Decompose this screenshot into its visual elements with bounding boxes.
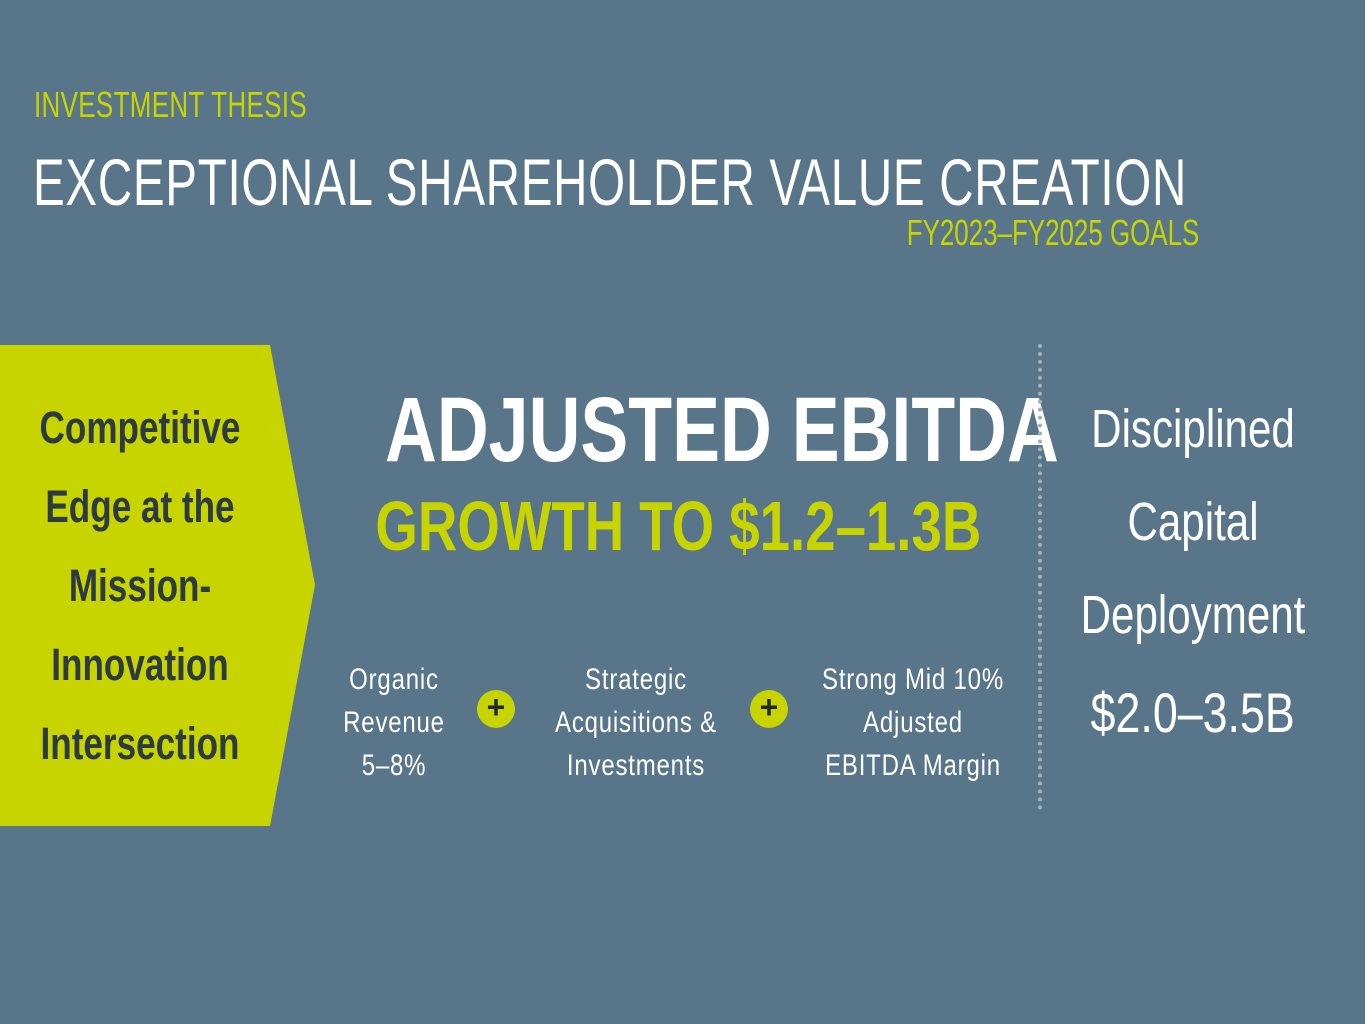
capital-line: Disciplined [1091, 399, 1295, 459]
arrow-line: Mission- [68, 560, 212, 611]
plus-icon: + [477, 690, 515, 728]
component-line: Acquisitions & [555, 706, 717, 739]
eyebrow-label: INVESTMENT THESIS [34, 84, 308, 125]
arrow-polygon [0, 345, 315, 826]
component-line: 5–8% [361, 749, 427, 782]
capital-amount-text: $2.0–3.5B [1090, 681, 1296, 744]
page-title: EXCEPTIONAL SHAREHOLDER VALUE CREATION [33, 145, 1188, 219]
organic-revenue-component: Organic Revenue 5–8% [320, 658, 468, 787]
goals-label: GOALS [1109, 212, 1199, 253]
ebitda-margin-component: Strong Mid 10% Adjusted EBITDA Margin [792, 658, 1034, 787]
component-line: Revenue [343, 706, 445, 739]
goals-period: FY2023–FY2025 [906, 212, 1103, 253]
component-line: Organic [349, 663, 439, 696]
capital-line: Capital [1127, 492, 1259, 552]
arrow-shape [0, 345, 315, 826]
arrow-line: Competitive [39, 402, 241, 453]
component-line: Investments [566, 749, 706, 782]
capital-deployment-text: Disciplined Capital Deployment [1048, 383, 1338, 662]
capital-deployment-amount: $2.0–3.5B [1048, 680, 1338, 745]
ebitda-title: ADJUSTED EBITDA [290, 378, 1059, 483]
arrow-line: Intersection [40, 718, 240, 769]
component-line: Strategic [585, 663, 687, 696]
goals-subtitle: FY2023–FY2025 GOALS [906, 212, 1199, 254]
ebitda-title-text: ADJUSTED EBITDA [385, 379, 1059, 481]
component-line: Strong Mid 10% [822, 663, 1004, 696]
capital-line: Deployment [1080, 585, 1306, 645]
acquisitions-component: Strategic Acquisitions & Investments [528, 658, 744, 787]
arrow-line: Edge at the [45, 481, 235, 532]
arrow-line: Innovation [51, 639, 229, 690]
ebitda-growth-target: GROWTH TO $1.2–1.3B [290, 486, 1046, 566]
ebitda-growth-text: GROWTH TO $1.2–1.3B [375, 487, 982, 565]
dotted-divider [1038, 344, 1042, 810]
competitive-edge-text: Competitive Edge at the Mission- Innovat… [0, 388, 280, 783]
component-line: EBITDA Margin [825, 749, 1001, 782]
component-line: Adjusted [863, 706, 963, 739]
plus-icon: + [750, 690, 788, 728]
